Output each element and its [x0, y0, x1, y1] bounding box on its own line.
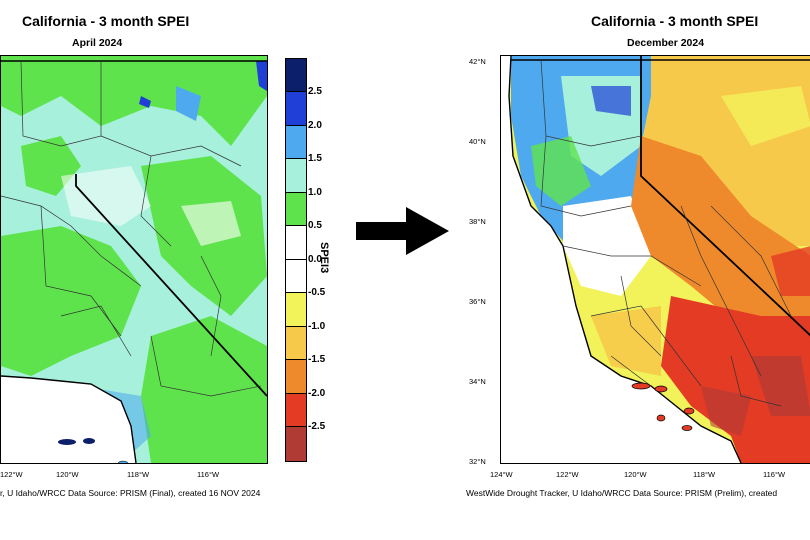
legend-label: 0.5 [308, 220, 322, 231]
right-lat-tick-1: 42°N [469, 57, 486, 66]
legend-label: -1.5 [308, 354, 326, 365]
left-lon-tick-3: 118°W [127, 470, 150, 479]
legend-label: 2.5 [308, 86, 322, 97]
left-map [0, 55, 268, 464]
right-lat-tick-2: 40°N [469, 137, 486, 146]
left-lon-tick-2: 120°W [56, 470, 79, 479]
left-map-credit: r, U Idaho/WRCC Data Source: PRISM (Fina… [0, 488, 261, 498]
right-map [500, 55, 810, 464]
right-lon-tick-4: 118°W [693, 470, 716, 479]
legend-label: 0.0 [308, 254, 322, 265]
colorbar-swatch [286, 427, 306, 461]
right-map-canvas [501, 56, 810, 463]
spei-colorbar [285, 58, 307, 462]
left-map-title: California - 3 month SPEI [22, 13, 190, 29]
colorbar-swatch [286, 327, 306, 360]
left-lon-tick-1: 122°W [0, 470, 23, 479]
legend-label: 1.0 [308, 187, 322, 198]
colorbar-swatch [286, 394, 306, 427]
right-lat-tick-3: 38°N [469, 217, 486, 226]
colorbar-swatch [286, 193, 306, 226]
legend-title: SPEI3 [318, 242, 330, 274]
left-lon-tick-4: 116°W [197, 470, 220, 479]
right-map-subtitle: December 2024 [627, 37, 705, 49]
legend-label: -1.0 [308, 321, 326, 332]
colorbar-swatch [286, 59, 306, 92]
transition-arrow-icon [356, 207, 449, 255]
colorbar-swatch [286, 126, 306, 159]
right-map-credit: WestWide Drought Tracker, U Idaho/WRCC D… [466, 488, 778, 498]
left-map-canvas [1, 56, 267, 463]
legend-label: 2.0 [308, 120, 322, 131]
colorbar-swatch [286, 293, 306, 327]
colorbar-swatch [286, 360, 306, 394]
colorbar-swatch [286, 92, 306, 126]
legend-label: -2.0 [308, 388, 326, 399]
legend-label: 1.5 [308, 153, 322, 164]
colorbar-swatch [286, 226, 306, 260]
colorbar-swatch [286, 260, 306, 293]
right-lat-tick-6: 32°N [469, 457, 486, 466]
right-lon-tick-5: 116°W [763, 470, 786, 479]
legend-label: -0.5 [308, 287, 326, 298]
right-lat-tick-5: 34°N [469, 377, 486, 386]
legend-label: -2.5 [308, 421, 326, 432]
colorbar-swatch [286, 159, 306, 193]
right-lon-tick-1: 124°W [490, 470, 513, 479]
left-map-subtitle: April 2024 [72, 37, 123, 49]
right-lon-tick-3: 120°W [624, 470, 647, 479]
right-lat-tick-4: 36°N [469, 297, 486, 306]
right-map-title: California - 3 month SPEI [591, 13, 759, 29]
right-lon-tick-2: 122°W [556, 470, 579, 479]
